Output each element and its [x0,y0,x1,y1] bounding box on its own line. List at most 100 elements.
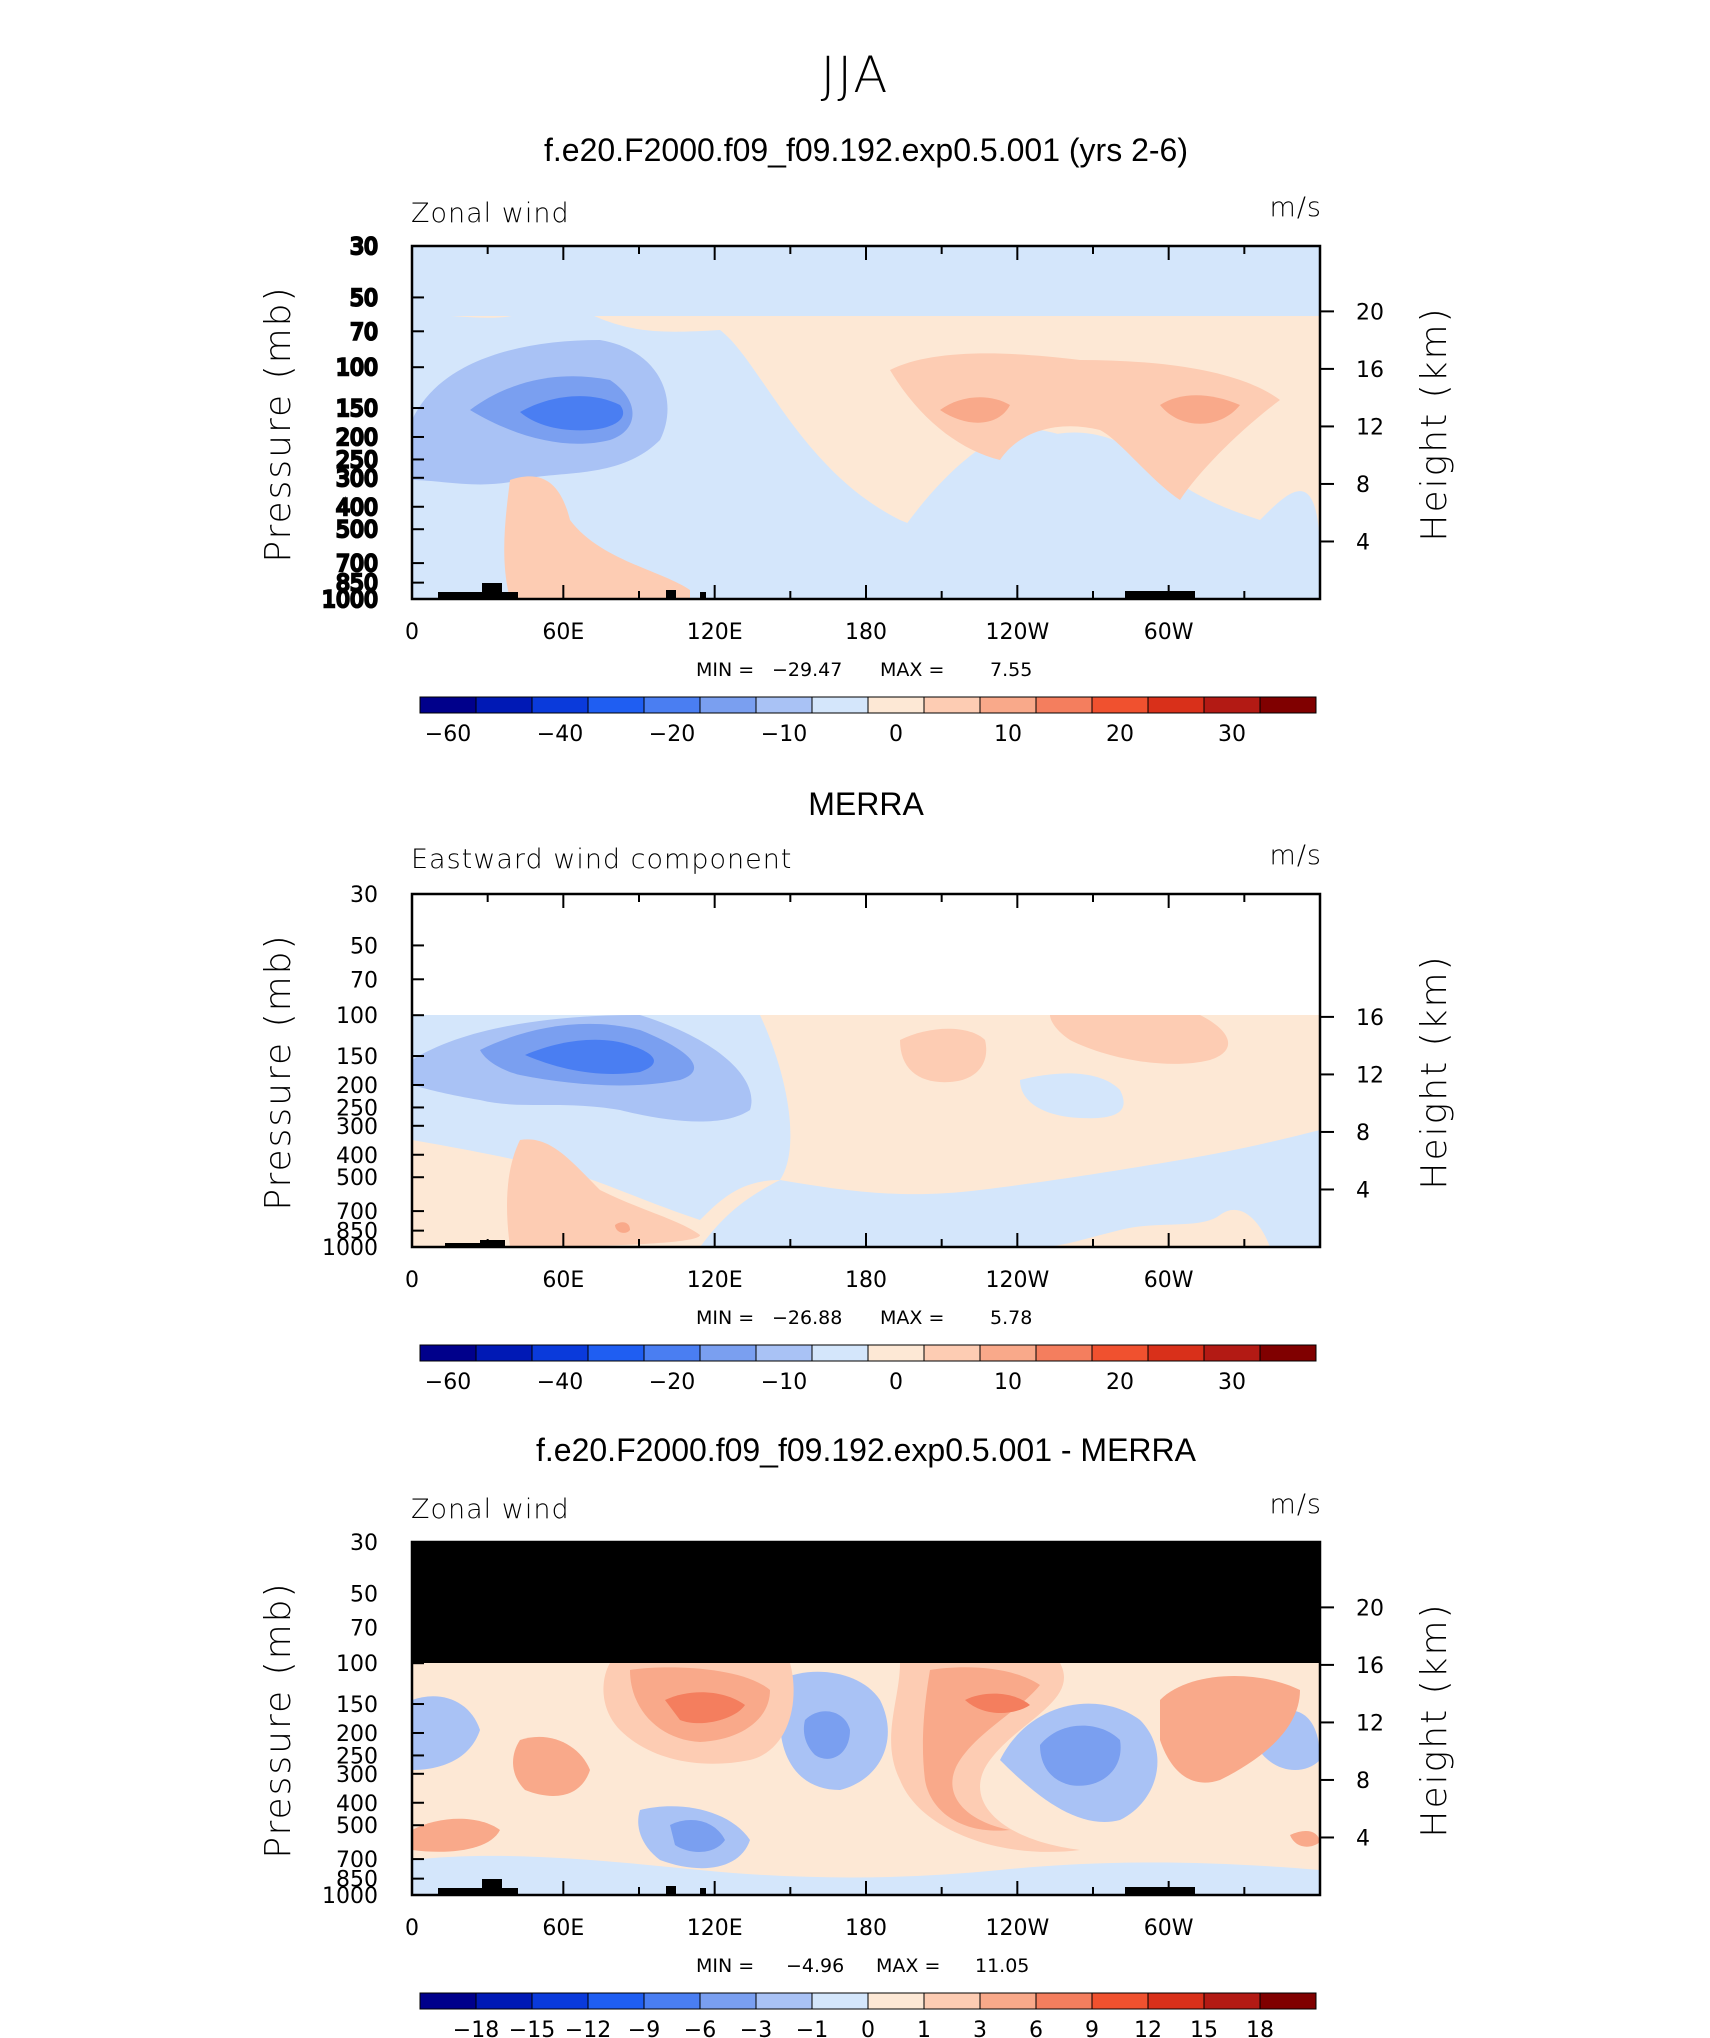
colorbar-swatch [531,1344,589,1362]
x-tick-label: 180 [845,1268,887,1293]
colorbar-label: 10 [994,1370,1022,1395]
colorbar-swatch [419,1344,477,1362]
colorbar-label: −15 [509,2018,555,2038]
y-tick-label: 500 [336,1166,378,1191]
y-tick-label: 400 [336,1792,378,1817]
panel-1-title: f.e20.F2000.f09_f09.192.exp0.5.001 (yrs … [544,132,1188,168]
colorbar-swatch [475,1344,533,1362]
y-tick-label: 30 [350,883,378,908]
colorbar-swatch [699,696,757,714]
y-tick-label: 70 [350,320,378,345]
colorbar-swatch [531,1992,589,2010]
colorbar-swatch [1035,696,1093,714]
panel-2-colorbar: −60 −40 −20 −10 0 10 20 30 [419,1344,1317,1395]
panel-3-min-label: MIN = [696,1955,754,1977]
panel-3-y-axis-title: Pressure (mb) [258,1581,299,1858]
colorbar-label: −60 [425,722,471,747]
panel-1-max-value: 7.55 [990,659,1032,681]
panel-2-upper-westerly-east [1050,1015,1229,1064]
y2-tick-label: 12 [1356,1063,1384,1088]
colorbar-label: −6 [684,2018,716,2038]
colorbar-swatch [1259,1344,1317,1362]
y-tick-label: 850 [336,572,378,597]
y-tick-label: 200 [336,426,378,451]
x-tick-label: 0 [405,620,419,645]
panel-1-y2-axis-title: Height (km) [1414,306,1455,541]
y2-tick-label: 12 [1356,415,1384,440]
figure-title: JJA [820,46,890,104]
panel-3-missing-data-mask [412,1542,1320,1663]
panel-3-positive-west-mid [513,1736,590,1796]
colorbar-swatch [979,1344,1037,1362]
y-tick-label: 30 [350,235,378,260]
panel-2-title: MERRA [808,786,924,822]
colorbar-swatch [867,1992,925,2010]
panel-3-negative-central-core [803,1711,850,1759]
colorbar-label: 10 [994,722,1022,747]
panel-2-low-level-max [615,1222,630,1233]
colorbar-swatch [475,1992,533,2010]
colorbar-swatch [811,1344,869,1362]
panel-1-upper-westerly [890,353,1280,500]
colorbar-label: 0 [889,722,903,747]
colorbar-swatch [643,1992,701,2010]
y-tick-label: 500 [336,518,378,543]
colorbar-swatch [979,696,1037,714]
colorbar-swatch [979,1992,1037,2010]
y-tick-label: 150 [336,397,378,422]
panel-1: f.e20.F2000.f09_f09.192.exp0.5.001 (yrs … [258,132,1455,747]
panel-1-bottom-axis: 0 60E 120E 180 120W 60W [405,246,1321,645]
colorbar-label: −10 [761,722,807,747]
colorbar-label: 18 [1246,2018,1274,2038]
colorbar-label: −60 [425,1370,471,1395]
y-tick-label: 300 [336,1763,378,1788]
colorbar-swatch [1147,1344,1205,1362]
colorbar-swatch [1147,696,1205,714]
y2-tick-label: 8 [1356,1769,1370,1794]
panel-3-min-value: −4.96 [786,1955,844,1977]
y2-tick-label: 20 [1356,1596,1384,1621]
colorbar-swatch [755,1344,813,1362]
colorbar-label: −20 [649,722,695,747]
y-tick-label: 70 [350,1616,378,1641]
y2-tick-label: 12 [1356,1711,1384,1736]
y-tick-label: 300 [336,1115,378,1140]
y2-tick-label: 8 [1356,1121,1370,1146]
colorbar-swatch [755,1992,813,2010]
y2-tick-label: 20 [1356,300,1384,325]
panel-3-negative-west [412,1696,480,1770]
panel-2-bottom-axis: 0 60E 120E 180 120W 60W [405,894,1321,1293]
panel-1-variable-label: Zonal wind [411,198,570,229]
colorbar-swatch [811,696,869,714]
y-tick-label: 50 [350,286,378,311]
x-tick-label: 60E [542,620,584,645]
colorbar-swatch [699,1344,757,1362]
x-tick-label: 0 [405,1916,419,1941]
panel-2-max-label: MAX = [880,1307,944,1329]
colorbar-swatch [1035,1992,1093,2010]
panel-3-title: f.e20.F2000.f09_f09.192.exp0.5.001 - MER… [536,1432,1197,1468]
colorbar-label: −3 [740,2018,772,2038]
colorbar-label: 1 [917,2018,931,2038]
panel-2-min-value: −26.88 [772,1307,842,1329]
y-tick-label: 150 [336,1693,378,1718]
panel-1-min-value: −29.47 [772,659,842,681]
x-tick-label: 60W [1144,1916,1194,1941]
x-tick-label: 60W [1144,620,1194,645]
panel-3-right-axis: 20 16 12 8 4 [1320,1596,1384,1851]
colorbar-swatch [867,696,925,714]
x-tick-label: 120W [985,620,1049,645]
panel-1-colorbar: −60 −40 −20 −10 0 10 20 30 [419,696,1317,747]
panel-1-easterly-region-far-east [1020,432,1320,599]
panel-3-max-label: MAX = [876,1955,940,1977]
panel-1-low-level-westerly [504,476,690,599]
x-tick-label: 180 [845,1916,887,1941]
colorbar-swatch [1147,1992,1205,2010]
colorbar-swatch [867,1344,925,1362]
colorbar-swatch [587,696,645,714]
colorbar-swatch [1091,1344,1149,1362]
y-tick-label: 500 [336,1814,378,1839]
